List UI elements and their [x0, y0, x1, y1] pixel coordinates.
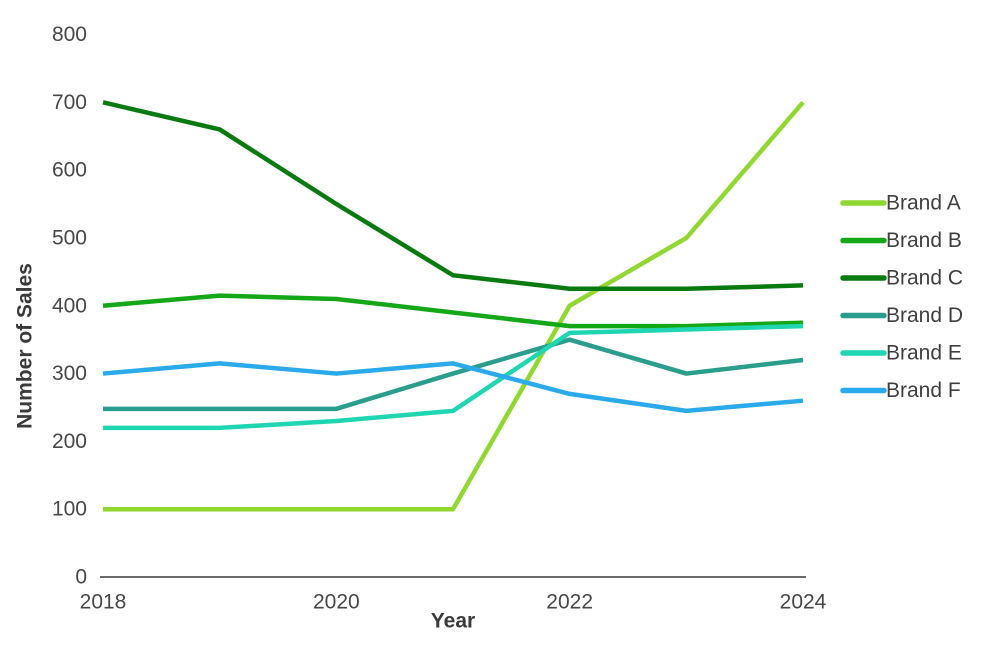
y-tick-label-200: 200 [52, 430, 87, 453]
legend-label-brand-e: Brand E [886, 342, 962, 365]
x-tick-label-2022: 2022 [546, 591, 593, 614]
y-axis-tick-labels: 0 100 200 300 400 500 600 700 800 [52, 23, 87, 589]
y-tick-label-300: 300 [52, 362, 87, 385]
series-line-brand-e [103, 323, 804, 431]
y-tick-label-700: 700 [52, 91, 87, 114]
legend-item-brand-f: Brand F [840, 379, 961, 402]
y-axis-title: Number of Sales [14, 263, 37, 429]
x-tick-label-2024: 2024 [780, 591, 827, 614]
series-line-brand-c [102, 100, 804, 292]
y-tick-label-100: 100 [52, 498, 87, 521]
x-tick-label-2020: 2020 [313, 591, 360, 614]
x-axis-title: Year [431, 610, 475, 633]
legend-item-brand-b: Brand B [840, 229, 962, 252]
y-tick-label-500: 500 [52, 226, 87, 249]
legend-label-brand-d: Brand D [886, 304, 963, 327]
x-tick-label-2018: 2018 [80, 591, 127, 614]
x-axis-tick-labels: 2018 2020 2022 2024 [80, 591, 827, 614]
legend-item-brand-d: Brand D [840, 304, 963, 327]
y-tick-label-0: 0 [75, 566, 87, 589]
series-lines [102, 100, 805, 512]
y-tick-label-400: 400 [52, 294, 87, 317]
legend-item-brand-e: Brand E [840, 342, 962, 365]
legend: Brand A Brand B Brand C Brand D Brand E Brand… [840, 192, 963, 402]
y-tick-label-600: 600 [52, 159, 87, 182]
legend-label-brand-b: Brand B [886, 229, 962, 252]
legend-label-brand-a: Brand A [886, 192, 961, 215]
y-tick-label-800: 800 [52, 23, 87, 46]
series-line-brand-f [102, 361, 804, 414]
legend-label-brand-c: Brand C [886, 267, 963, 290]
legend-item-brand-c: Brand C [840, 267, 963, 290]
series-line-brand-d [103, 337, 804, 412]
legend-item-brand-a: Brand A [840, 192, 961, 215]
series-line-brand-b [102, 293, 804, 329]
series-line-brand-a [103, 100, 805, 512]
legend-label-brand-f: Brand F [886, 379, 961, 402]
